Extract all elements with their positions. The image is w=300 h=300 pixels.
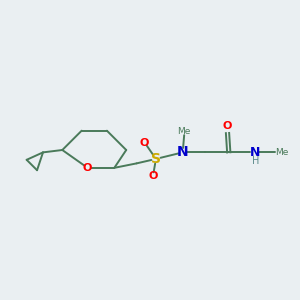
Text: N: N xyxy=(249,146,260,159)
Text: O: O xyxy=(223,121,232,131)
Text: H: H xyxy=(251,156,259,166)
Text: O: O xyxy=(83,163,92,173)
Text: O: O xyxy=(148,171,158,181)
Text: N: N xyxy=(177,146,188,159)
Text: O: O xyxy=(140,138,149,148)
Text: Me: Me xyxy=(275,148,288,157)
Text: Me: Me xyxy=(178,127,191,136)
Text: S: S xyxy=(151,152,161,166)
